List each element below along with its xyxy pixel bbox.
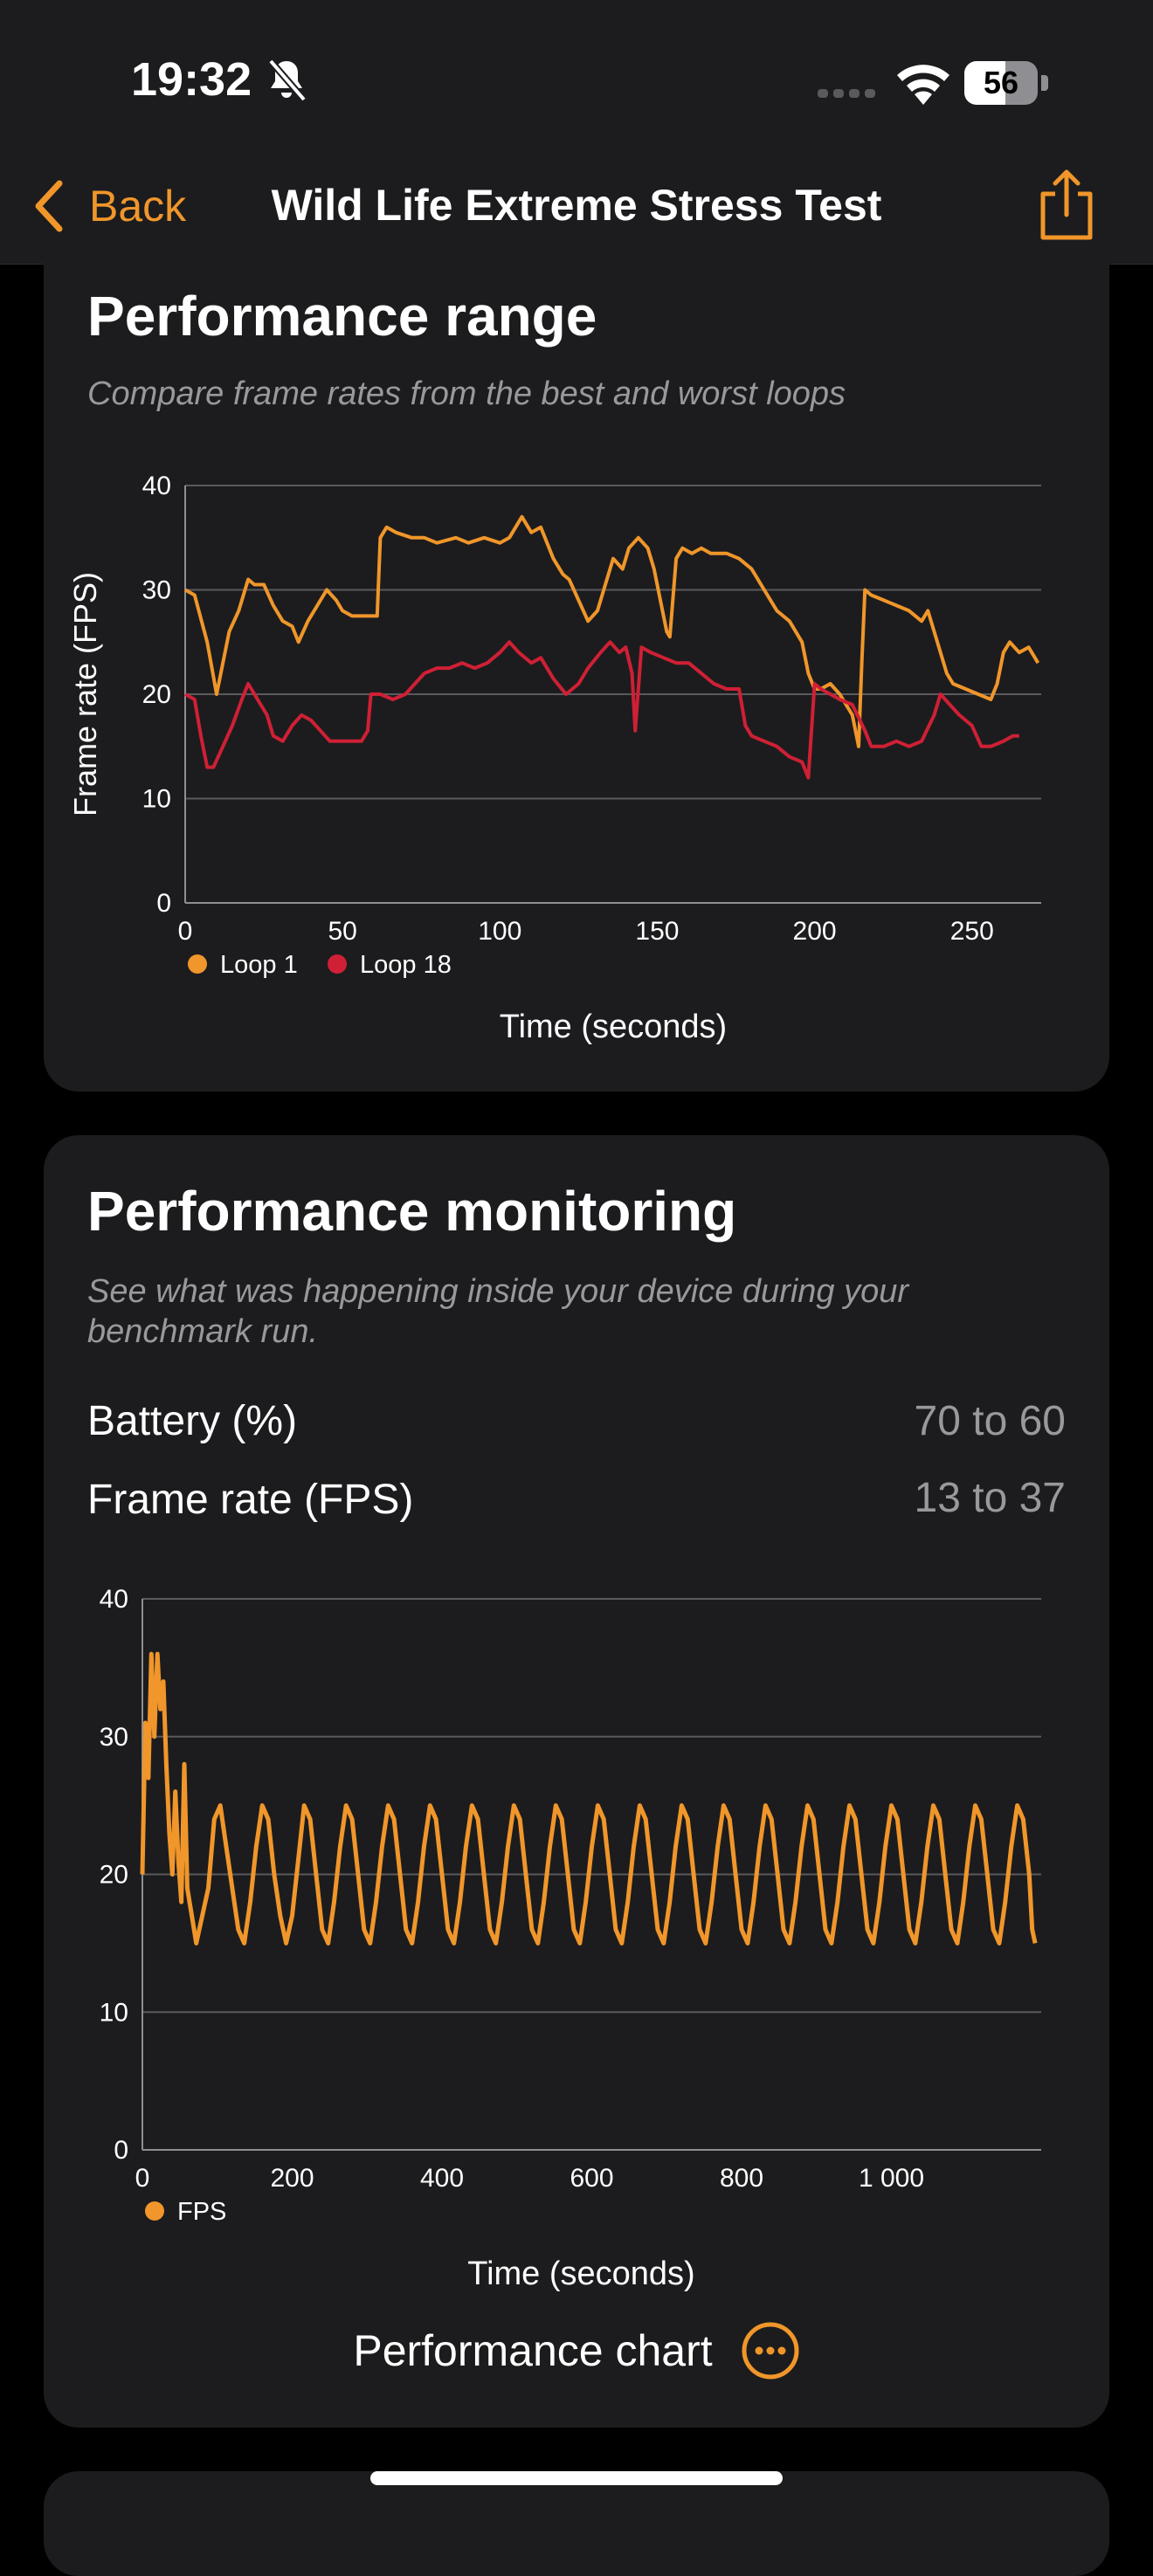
y-tick-label: 10 [100, 1998, 128, 2027]
x-tick-label: 1 000 [859, 2164, 924, 2193]
x-tick-label: 0 [178, 917, 193, 946]
performance-monitoring-subtitle: See what was happening inside your devic… [87, 1273, 909, 1350]
y-tick-label: 40 [142, 472, 171, 500]
next-card [44, 2471, 1109, 2576]
x-tick-label: 50 [328, 917, 356, 946]
x-tick-label: 200 [793, 917, 837, 946]
performance-range-title: Performance range [87, 285, 597, 348]
series-line-loop-1 [184, 514, 1040, 748]
series-line-loop-18 [184, 640, 1019, 780]
battery-metric-label: Battery (%) [87, 1398, 298, 1444]
bell-slash-icon [267, 59, 307, 102]
ellipsis-circle-icon [742, 2322, 799, 2380]
battery-cap [1041, 75, 1048, 91]
battery-indicator: 56 [964, 61, 1048, 105]
back-button[interactable]: Back [31, 171, 186, 241]
legend-label: Loop 18 [360, 951, 452, 979]
x-axis-label: Time (seconds) [467, 2256, 694, 2292]
performance-range-subtitle: Compare frame rates from the best and wo… [87, 375, 846, 412]
y-tick-label: 30 [142, 576, 171, 605]
y-tick-label: 40 [100, 1585, 128, 1614]
battery-level-text: 56 [983, 65, 1019, 100]
battery-fill [964, 61, 1006, 105]
legend-marker [145, 2201, 164, 2221]
x-tick-label: 800 [720, 2164, 763, 2193]
y-tick-label: 0 [156, 889, 171, 918]
performance-chart-button[interactable]: Performance chart [44, 2316, 1109, 2386]
battery-metric-value: 70 to 60 [914, 1398, 1066, 1444]
y-tick-label: 10 [142, 785, 171, 814]
performance-monitoring-card [44, 1135, 1109, 2428]
legend-label: Loop 1 [220, 951, 298, 979]
legend-marker [188, 954, 207, 974]
status-time: 19:32 [131, 53, 252, 106]
navigation-bar: 19:32 56 Back Wild Life Extreme Stress T… [0, 0, 1153, 265]
x-tick-label: 150 [635, 917, 679, 946]
chevron-left-icon [35, 180, 63, 232]
legend-marker [328, 954, 347, 974]
x-axis-label: Time (seconds) [500, 1009, 727, 1045]
x-tick-label: 400 [420, 2164, 464, 2193]
cellular-signal-icon [818, 89, 875, 98]
y-tick-label: 30 [100, 1723, 128, 1752]
y-tick-label: 0 [114, 2136, 128, 2165]
y-tick-label: 20 [100, 1861, 128, 1890]
share-icon[interactable] [1036, 168, 1097, 241]
x-tick-label: 250 [950, 917, 994, 946]
performance-monitoring-title: Performance monitoring [87, 1180, 737, 1243]
performance-range-chart: 0 10 20 30 40 0 50 100 150 200 250 Loop 1 Loop 18 Tim… [67, 472, 1041, 1045]
performance-chart-label: Performance chart [353, 2326, 713, 2375]
x-tick-label: 100 [478, 917, 521, 946]
y-tick-label: 20 [142, 680, 171, 709]
x-tick-label: 200 [270, 2164, 314, 2193]
x-tick-label: 600 [570, 2164, 613, 2193]
series-line-fps [140, 1651, 1038, 1946]
back-label: Back [89, 182, 187, 231]
framerate-metric-label: Frame rate (FPS) [87, 1477, 414, 1523]
legend-label: FPS [177, 2198, 226, 2226]
framerate-metric-value: 13 to 37 [914, 1475, 1066, 1521]
wifi-icon [897, 65, 949, 105]
y-axis-label: Frame rate (FPS) [67, 572, 103, 816]
home-indicator[interactable] [370, 2471, 783, 2485]
battery-shell: 56 [964, 61, 1038, 105]
x-tick-label: 0 [135, 2164, 150, 2193]
